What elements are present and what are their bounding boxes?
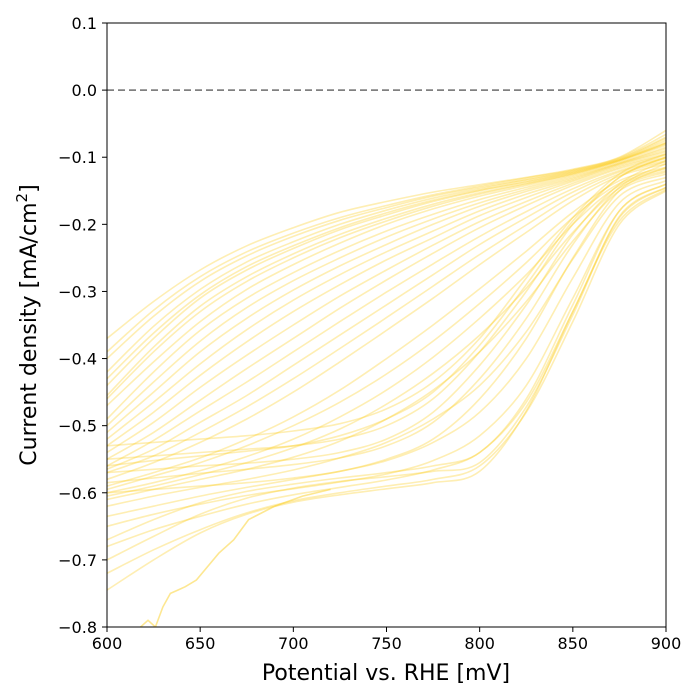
y-tick-label-6: −0.5 xyxy=(58,417,97,436)
series-line-2 xyxy=(107,136,666,360)
series-line-27 xyxy=(107,186,666,561)
series-line-17 xyxy=(107,186,666,548)
x-tick-label-850: 850 xyxy=(558,634,589,653)
series-line-15 xyxy=(107,179,666,518)
series-line-9 xyxy=(107,159,666,471)
y-tick-label-3: −0.2 xyxy=(58,215,97,234)
series-line-7 xyxy=(107,153,666,447)
plot-frame xyxy=(106,22,667,628)
series-line-8 xyxy=(107,156,666,460)
y-tick-label-8: −0.7 xyxy=(58,551,97,570)
series-line-22 xyxy=(107,163,666,484)
series-line-39 xyxy=(107,142,666,397)
series-line-36 xyxy=(107,171,666,497)
data-series-group xyxy=(107,129,666,627)
series-line-33 xyxy=(107,157,666,467)
y-tick-label-1: 0.0 xyxy=(72,81,97,100)
series-line-6 xyxy=(107,149,666,434)
y-tick-label-0: 0.1 xyxy=(72,14,97,33)
noisy-series-line-1 xyxy=(139,488,331,627)
x-tick-label-900: 900 xyxy=(651,634,682,653)
series-line-3 xyxy=(107,139,666,380)
series-line-20 xyxy=(107,156,666,460)
x-tick-label-800: 800 xyxy=(464,634,495,653)
series-line-30 xyxy=(107,147,666,427)
series-line-1 xyxy=(107,129,666,340)
y-axis-label-tail: ] xyxy=(17,184,42,193)
x-axis-label: Potential vs. RHE [mV] xyxy=(262,661,510,686)
series-line-13 xyxy=(107,173,666,501)
series-line-11 xyxy=(107,166,666,487)
series-line-19 xyxy=(107,188,666,591)
series-line-25 xyxy=(107,166,666,494)
y-axis-label-superscript: 2 xyxy=(13,193,31,203)
series-line-34 xyxy=(107,161,666,474)
series-line-4 xyxy=(107,143,666,400)
x-tick-label-700: 700 xyxy=(278,634,309,653)
series-line-29 xyxy=(107,144,666,407)
series-line-32 xyxy=(107,154,666,454)
y-tick-label-7: −0.6 xyxy=(58,484,97,503)
series-line-35 xyxy=(107,167,666,491)
y-tick-label-9: −0.8 xyxy=(58,618,97,637)
x-tick-label-750: 750 xyxy=(371,634,402,653)
series-line-37 xyxy=(107,133,666,353)
series-line-10 xyxy=(107,163,666,481)
y-axis-label: Current density [mA/cm2] xyxy=(13,184,42,465)
series-line-26 xyxy=(107,183,666,541)
series-line-16 xyxy=(107,183,666,528)
series-line-18 xyxy=(107,190,666,575)
series-line-23 xyxy=(107,153,666,447)
x-tick-label-600: 600 xyxy=(92,634,123,653)
series-line-38 xyxy=(107,137,666,373)
y-axis: 0.1 0.0 −0.1 −0.2 −0.3 −0.4 −0.5 −0.6 −0.7 −0.8 xyxy=(58,14,107,637)
y-axis-label-main: Current density [mA/cm xyxy=(17,202,42,465)
x-tick-label-650: 650 xyxy=(185,634,216,653)
series-line-21 xyxy=(107,159,666,474)
series-line-14 xyxy=(107,176,666,507)
y-tick-label-4: −0.3 xyxy=(58,282,97,301)
series-line-31 xyxy=(107,151,666,440)
y-tick-label-5: −0.4 xyxy=(58,350,97,369)
series-line-24 xyxy=(107,156,666,467)
x-axis: 600 650 700 750 800 850 900 xyxy=(92,627,682,653)
series-line-28 xyxy=(107,141,666,386)
series-line-5 xyxy=(107,146,666,420)
y-tick-label-2: −0.1 xyxy=(58,148,97,167)
series-line-12 xyxy=(107,169,666,494)
